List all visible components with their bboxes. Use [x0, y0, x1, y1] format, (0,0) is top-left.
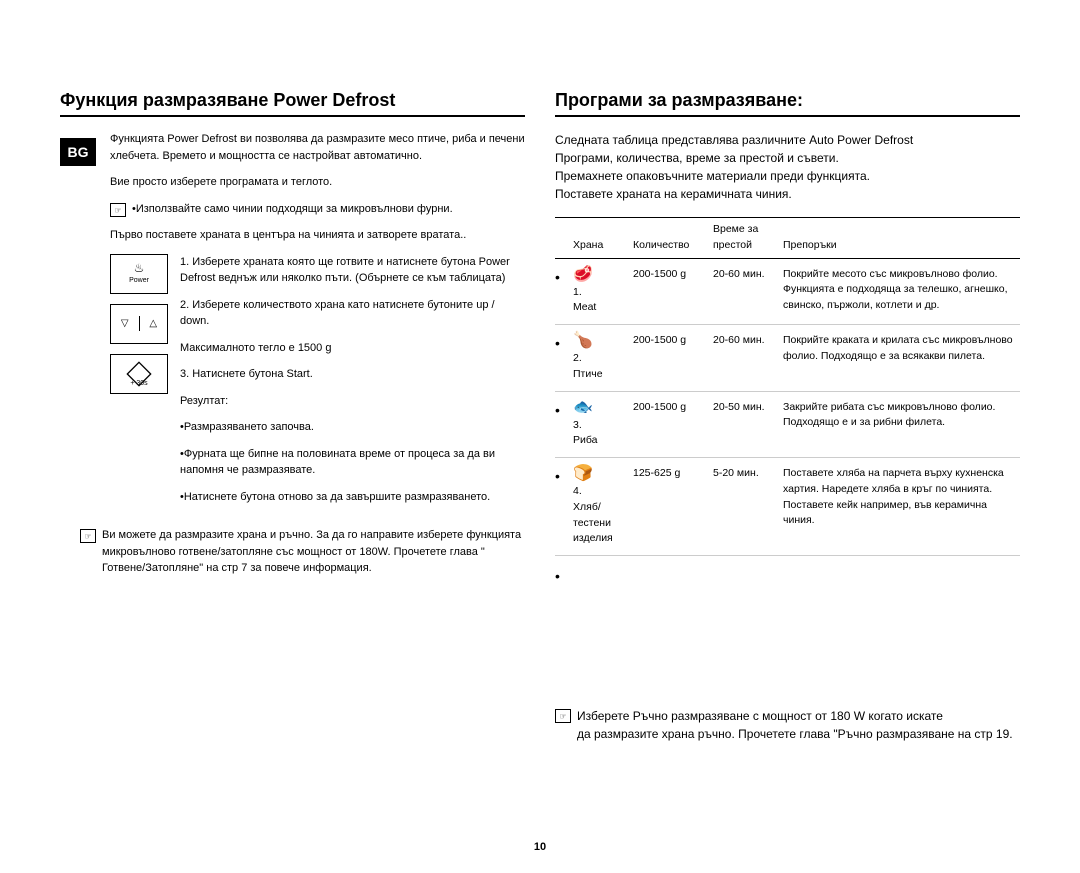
- table-header-row: Храна Количество Време за престой Препор…: [555, 218, 1020, 259]
- step3a: 3. Натиснете бутона Start.: [180, 366, 525, 383]
- intro-line: Следната таблица представлява различните…: [555, 131, 1020, 149]
- step3e: •Натиснете бутона отново за да завършите…: [180, 489, 525, 506]
- row-bullet: [555, 258, 567, 325]
- food-name: Птиче: [573, 368, 603, 380]
- food-cell: 🍗 2. Птиче: [567, 325, 627, 392]
- steps-text: 1. Изберете храната която ще готвите и н…: [180, 254, 525, 516]
- row-bullet: [555, 458, 567, 556]
- food-cell: 🍞 4. Хляб/ тестени изделия: [567, 458, 627, 556]
- step2a: 2. Изберете количеството храна като нати…: [180, 297, 525, 330]
- step2b: Максималното тегло е 1500 g: [180, 340, 525, 357]
- right-title: Програми за размразяване:: [555, 90, 1020, 117]
- food-name: Meat: [573, 301, 596, 313]
- step3b: Резултат:: [180, 393, 525, 410]
- food-cell: 🥩 1. Meat: [567, 258, 627, 325]
- qty-cell: 200-1500 g: [627, 325, 707, 392]
- rec-cell: Покрийте краката и крилата със микровълн…: [777, 325, 1020, 392]
- food-icon: 🍗: [573, 333, 621, 349]
- food-cell: 🐟 3. Риба: [567, 391, 627, 458]
- intro-line: Поставете храната на керамичната чиния.: [555, 185, 1020, 203]
- right-intro: Следната таблица представлява различните…: [555, 131, 1020, 203]
- start-button-illustration: + 30s: [110, 354, 168, 394]
- power-label: Power: [129, 276, 149, 287]
- food-name: Риба: [573, 434, 597, 446]
- th-qty: Количество: [627, 218, 707, 259]
- food-name: Хляб/ тестени изделия: [573, 501, 613, 545]
- th-time: Време за престой: [707, 218, 777, 259]
- spare-bullet: •: [555, 566, 1020, 587]
- plus30-label: + 30s: [130, 379, 147, 390]
- table-row: 🍗 2. Птиче 200-1500 g20-60 мин.Покрийте кра…: [555, 325, 1020, 392]
- page-number: 10: [0, 841, 1080, 853]
- food-icon: 🥩: [573, 267, 621, 283]
- updown-button-illustration: ▽ △: [110, 304, 168, 344]
- intro-line: Премахнете опаковъчните материали преди …: [555, 167, 1020, 185]
- note-text: •Използвайте само чинии подходящи за мик…: [132, 201, 453, 218]
- food-num: 1.: [573, 286, 582, 298]
- left-title: Функция размразяване Power Defrost: [60, 90, 525, 117]
- button-illustrations: Power ▽ △ + 30s: [110, 254, 168, 516]
- steps-block: Power ▽ △ + 30s 1. Изберете храната коят…: [110, 254, 525, 516]
- defrost-table: Храна Количество Време за престой Препор…: [555, 217, 1020, 556]
- food-num: 4.: [573, 485, 582, 497]
- step3d: •Фурната ще бипне на половината време от…: [180, 446, 525, 479]
- food-icon: 🐟: [573, 400, 621, 416]
- right-bottom-note: Изберете Ръчно размразяване с мощност от…: [555, 707, 1020, 743]
- rec-cell: Поставете хляба на парчета върху кухненс…: [777, 458, 1020, 556]
- center-line: Първо поставете храната в центъра на чин…: [110, 227, 525, 244]
- note-icon: [80, 529, 96, 543]
- intro-text: Функцията Power Defrost ви позволява да …: [110, 131, 525, 164]
- right-bottom-text: Изберете Ръчно размразяване с мощност от…: [577, 707, 1013, 743]
- th-rec: Препоръки: [777, 218, 1020, 259]
- time-cell: 5-20 мин.: [707, 458, 777, 556]
- left-column: Функция размразяване Power Defrost Функц…: [60, 90, 525, 743]
- qty-cell: 200-1500 g: [627, 391, 707, 458]
- step1: 1. Изберете храната която ще готвите и н…: [180, 254, 525, 287]
- food-icon: 🍞: [573, 466, 621, 482]
- qty-cell: 125-625 g: [627, 458, 707, 556]
- intro-line: Програми, количества, време за престой и…: [555, 149, 1020, 167]
- rec-cell: Закрийте рибата със микровълново фолио. …: [777, 391, 1020, 458]
- th-food: Храна: [567, 218, 627, 259]
- table-row: 🍞 4. Хляб/ тестени изделия 125-625 g5-20 ми…: [555, 458, 1020, 556]
- step3c: •Размразяването започва.: [180, 419, 525, 436]
- table-row: 🐟 3. Риба 200-1500 g20-50 мин.Закрийте риба…: [555, 391, 1020, 458]
- note-manual: Ви можете да размразите храна и ръчно. З…: [80, 527, 525, 577]
- qty-cell: 200-1500 g: [627, 258, 707, 325]
- page-content: Функция размразяване Power Defrost Функц…: [60, 90, 1020, 743]
- power-button-illustration: Power: [110, 254, 168, 294]
- time-cell: 20-60 мин.: [707, 258, 777, 325]
- rec-cell: Покрийте месото със микровълново фолио. …: [777, 258, 1020, 325]
- time-cell: 20-50 мин.: [707, 391, 777, 458]
- note-icon: [555, 709, 571, 723]
- table-body: 🥩 1. Meat 200-1500 g20-60 мин.Покрийте месо…: [555, 258, 1020, 556]
- row-bullet: [555, 391, 567, 458]
- food-num: 3.: [573, 419, 582, 431]
- language-tag: BG: [60, 138, 96, 166]
- note-icon: [110, 203, 126, 217]
- right-column: Програми за размразяване: Следната табли…: [555, 90, 1020, 743]
- table-row: 🥩 1. Meat 200-1500 g20-60 мин.Покрийте месо…: [555, 258, 1020, 325]
- row-bullet: [555, 325, 567, 392]
- down-arrow-icon: ▽: [111, 316, 140, 331]
- note-manual-text: Ви можете да размразите храна и ръчно. З…: [102, 527, 525, 577]
- note-dishes: •Използвайте само чинии подходящи за мик…: [110, 201, 525, 218]
- up-arrow-icon: △: [140, 316, 168, 331]
- time-cell: 20-60 мин.: [707, 325, 777, 392]
- food-num: 2.: [573, 352, 582, 364]
- select-line: Вие просто изберете програмата и теглото…: [110, 174, 525, 191]
